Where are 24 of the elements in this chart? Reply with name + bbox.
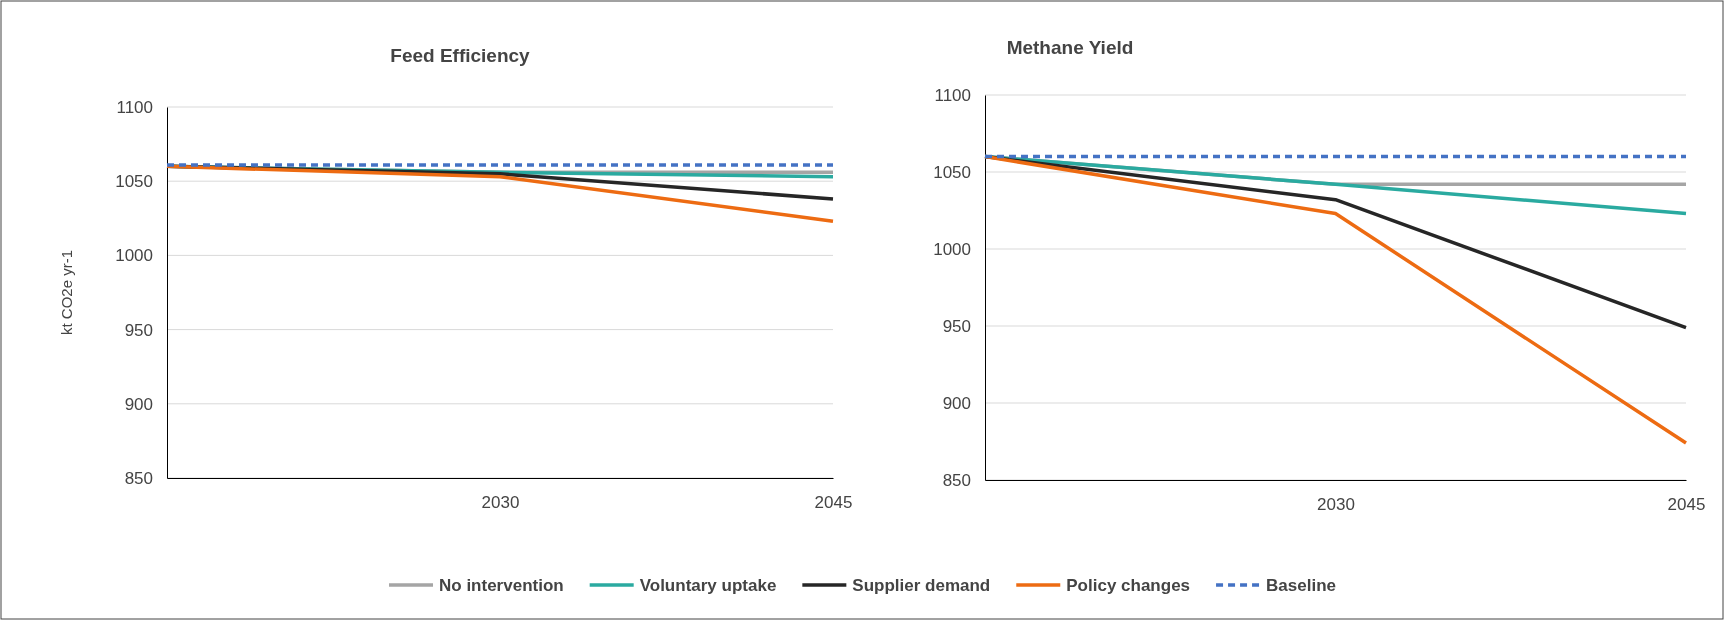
x-tick-label: 2030 [1317,495,1355,515]
y-tick-label: 900 [942,393,971,413]
chart-title: Methane Yield [1006,37,1134,58]
legend-label: Voluntary uptake [639,576,777,595]
legend-label: Policy changes [1066,576,1191,595]
y-tick-label: 1050 [115,172,153,192]
y-axis-title: kt CO2e yr-1 [58,249,75,336]
y-tick-label: 1100 [116,97,153,117]
y-tick-label: 1000 [933,239,971,259]
legend-label: Supplier demand [852,576,991,595]
x-tick-label: 2045 [1667,495,1706,515]
y-tick-label: 1000 [115,246,153,266]
legend-label: Baseline [1266,576,1336,595]
y-tick-label: 950 [124,320,153,340]
x-tick-label: 2045 [814,493,853,513]
y-tick-label: 850 [942,470,971,490]
y-tick-label: 950 [942,316,971,336]
y-tick-label: 850 [124,468,153,488]
chart-title: Feed Efficiency [390,45,531,66]
y-tick-label: 1100 [934,85,971,105]
y-tick-label: 900 [124,394,153,414]
legend-label: No intervention [439,576,564,595]
x-tick-label: 2030 [481,493,520,513]
y-tick-label: 1050 [933,162,971,182]
